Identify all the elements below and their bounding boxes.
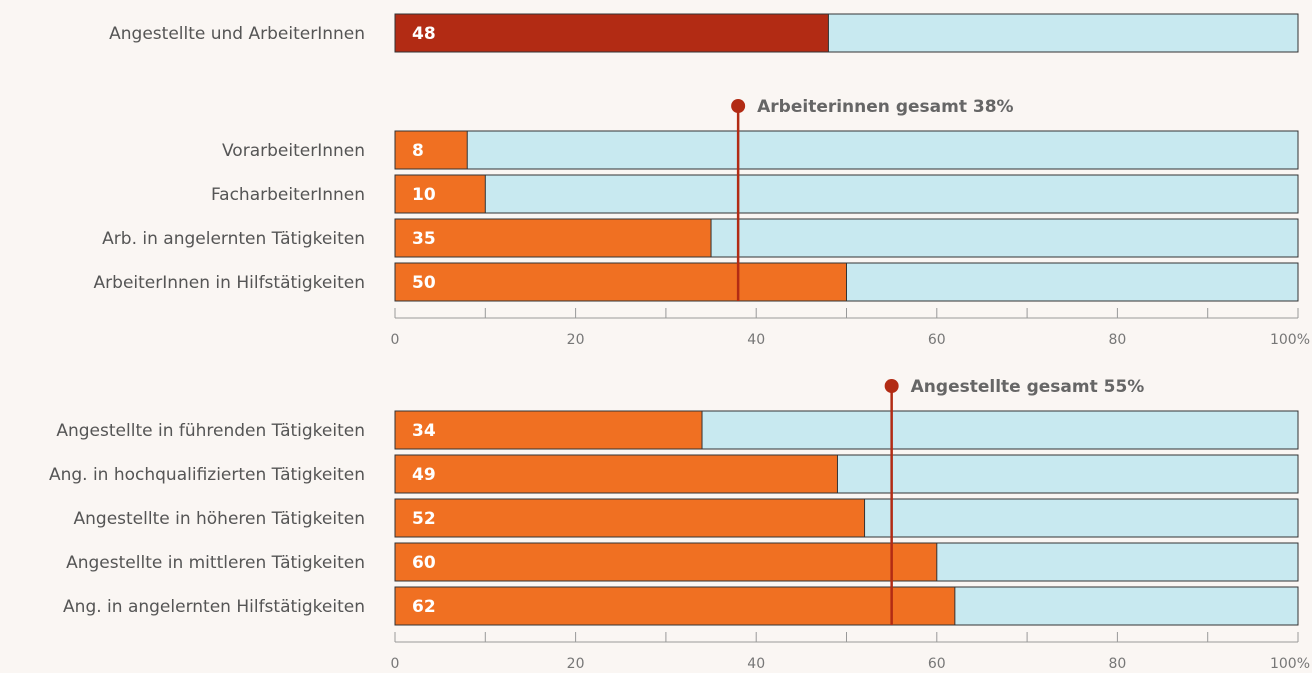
x-tick-label: 80 xyxy=(1108,656,1126,672)
bar xyxy=(394,174,486,214)
x-tick-label: 0 xyxy=(391,656,400,672)
x-tick-label: 40 xyxy=(747,332,765,348)
x-tick-label: 60 xyxy=(928,656,946,672)
value-label: 8 xyxy=(412,141,424,161)
category-label: Ang. in angelernten Hilfstätigkeiten xyxy=(63,597,365,617)
x-tick-label: 20 xyxy=(567,332,585,348)
bar-track xyxy=(394,130,1299,170)
x-tick-label: 20 xyxy=(567,656,585,672)
value-label: 62 xyxy=(412,597,436,617)
x-tick-label: 0 xyxy=(391,332,400,348)
x-tick-label: 40 xyxy=(747,656,765,672)
x-tick-label: 60 xyxy=(928,332,946,348)
bar xyxy=(394,410,703,450)
value-label: 52 xyxy=(412,509,436,529)
bar xyxy=(394,498,866,538)
bar xyxy=(394,542,938,582)
value-label: 10 xyxy=(412,185,436,205)
category-label: Ang. in hochqualifizierten Tätigkeiten xyxy=(49,465,365,485)
bar xyxy=(394,130,468,170)
value-label: 34 xyxy=(412,421,436,441)
category-label: Angestellte in mittleren Tätigkeiten xyxy=(66,553,365,573)
category-label: ArbeiterInnen in Hilfstätigkeiten xyxy=(94,273,365,293)
bar xyxy=(394,218,712,258)
x-tick-label: 80 xyxy=(1108,332,1126,348)
value-label: 48 xyxy=(412,24,436,44)
bar-track xyxy=(394,174,1299,214)
category-label: VorarbeiterInnen xyxy=(222,141,365,161)
category-label: Angestellte in höheren Tätigkeiten xyxy=(74,509,366,529)
reference-label: Arbeiterinnen gesamt 38% xyxy=(757,97,1013,117)
value-label: 50 xyxy=(412,273,436,293)
reference-dot xyxy=(884,379,899,393)
x-tick-label: 100% xyxy=(1270,656,1310,672)
value-label: 49 xyxy=(412,465,436,485)
x-tick-label: 100% xyxy=(1270,332,1310,348)
category-label: Arb. in angelernten Tätigkeiten xyxy=(102,229,365,249)
bar xyxy=(394,262,847,302)
bar xyxy=(394,454,838,494)
value-label: 35 xyxy=(412,229,436,249)
category-label: Angestellte und ArbeiterInnen xyxy=(109,24,365,44)
category-label: FacharbeiterInnen xyxy=(211,185,365,205)
category-label: Angestellte in führenden Tätigkeiten xyxy=(56,421,365,441)
reference-label: Angestellte gesamt 55% xyxy=(911,377,1145,397)
value-label: 60 xyxy=(412,553,436,573)
bar xyxy=(394,13,829,53)
bar xyxy=(394,586,956,626)
reference-dot xyxy=(731,99,746,113)
